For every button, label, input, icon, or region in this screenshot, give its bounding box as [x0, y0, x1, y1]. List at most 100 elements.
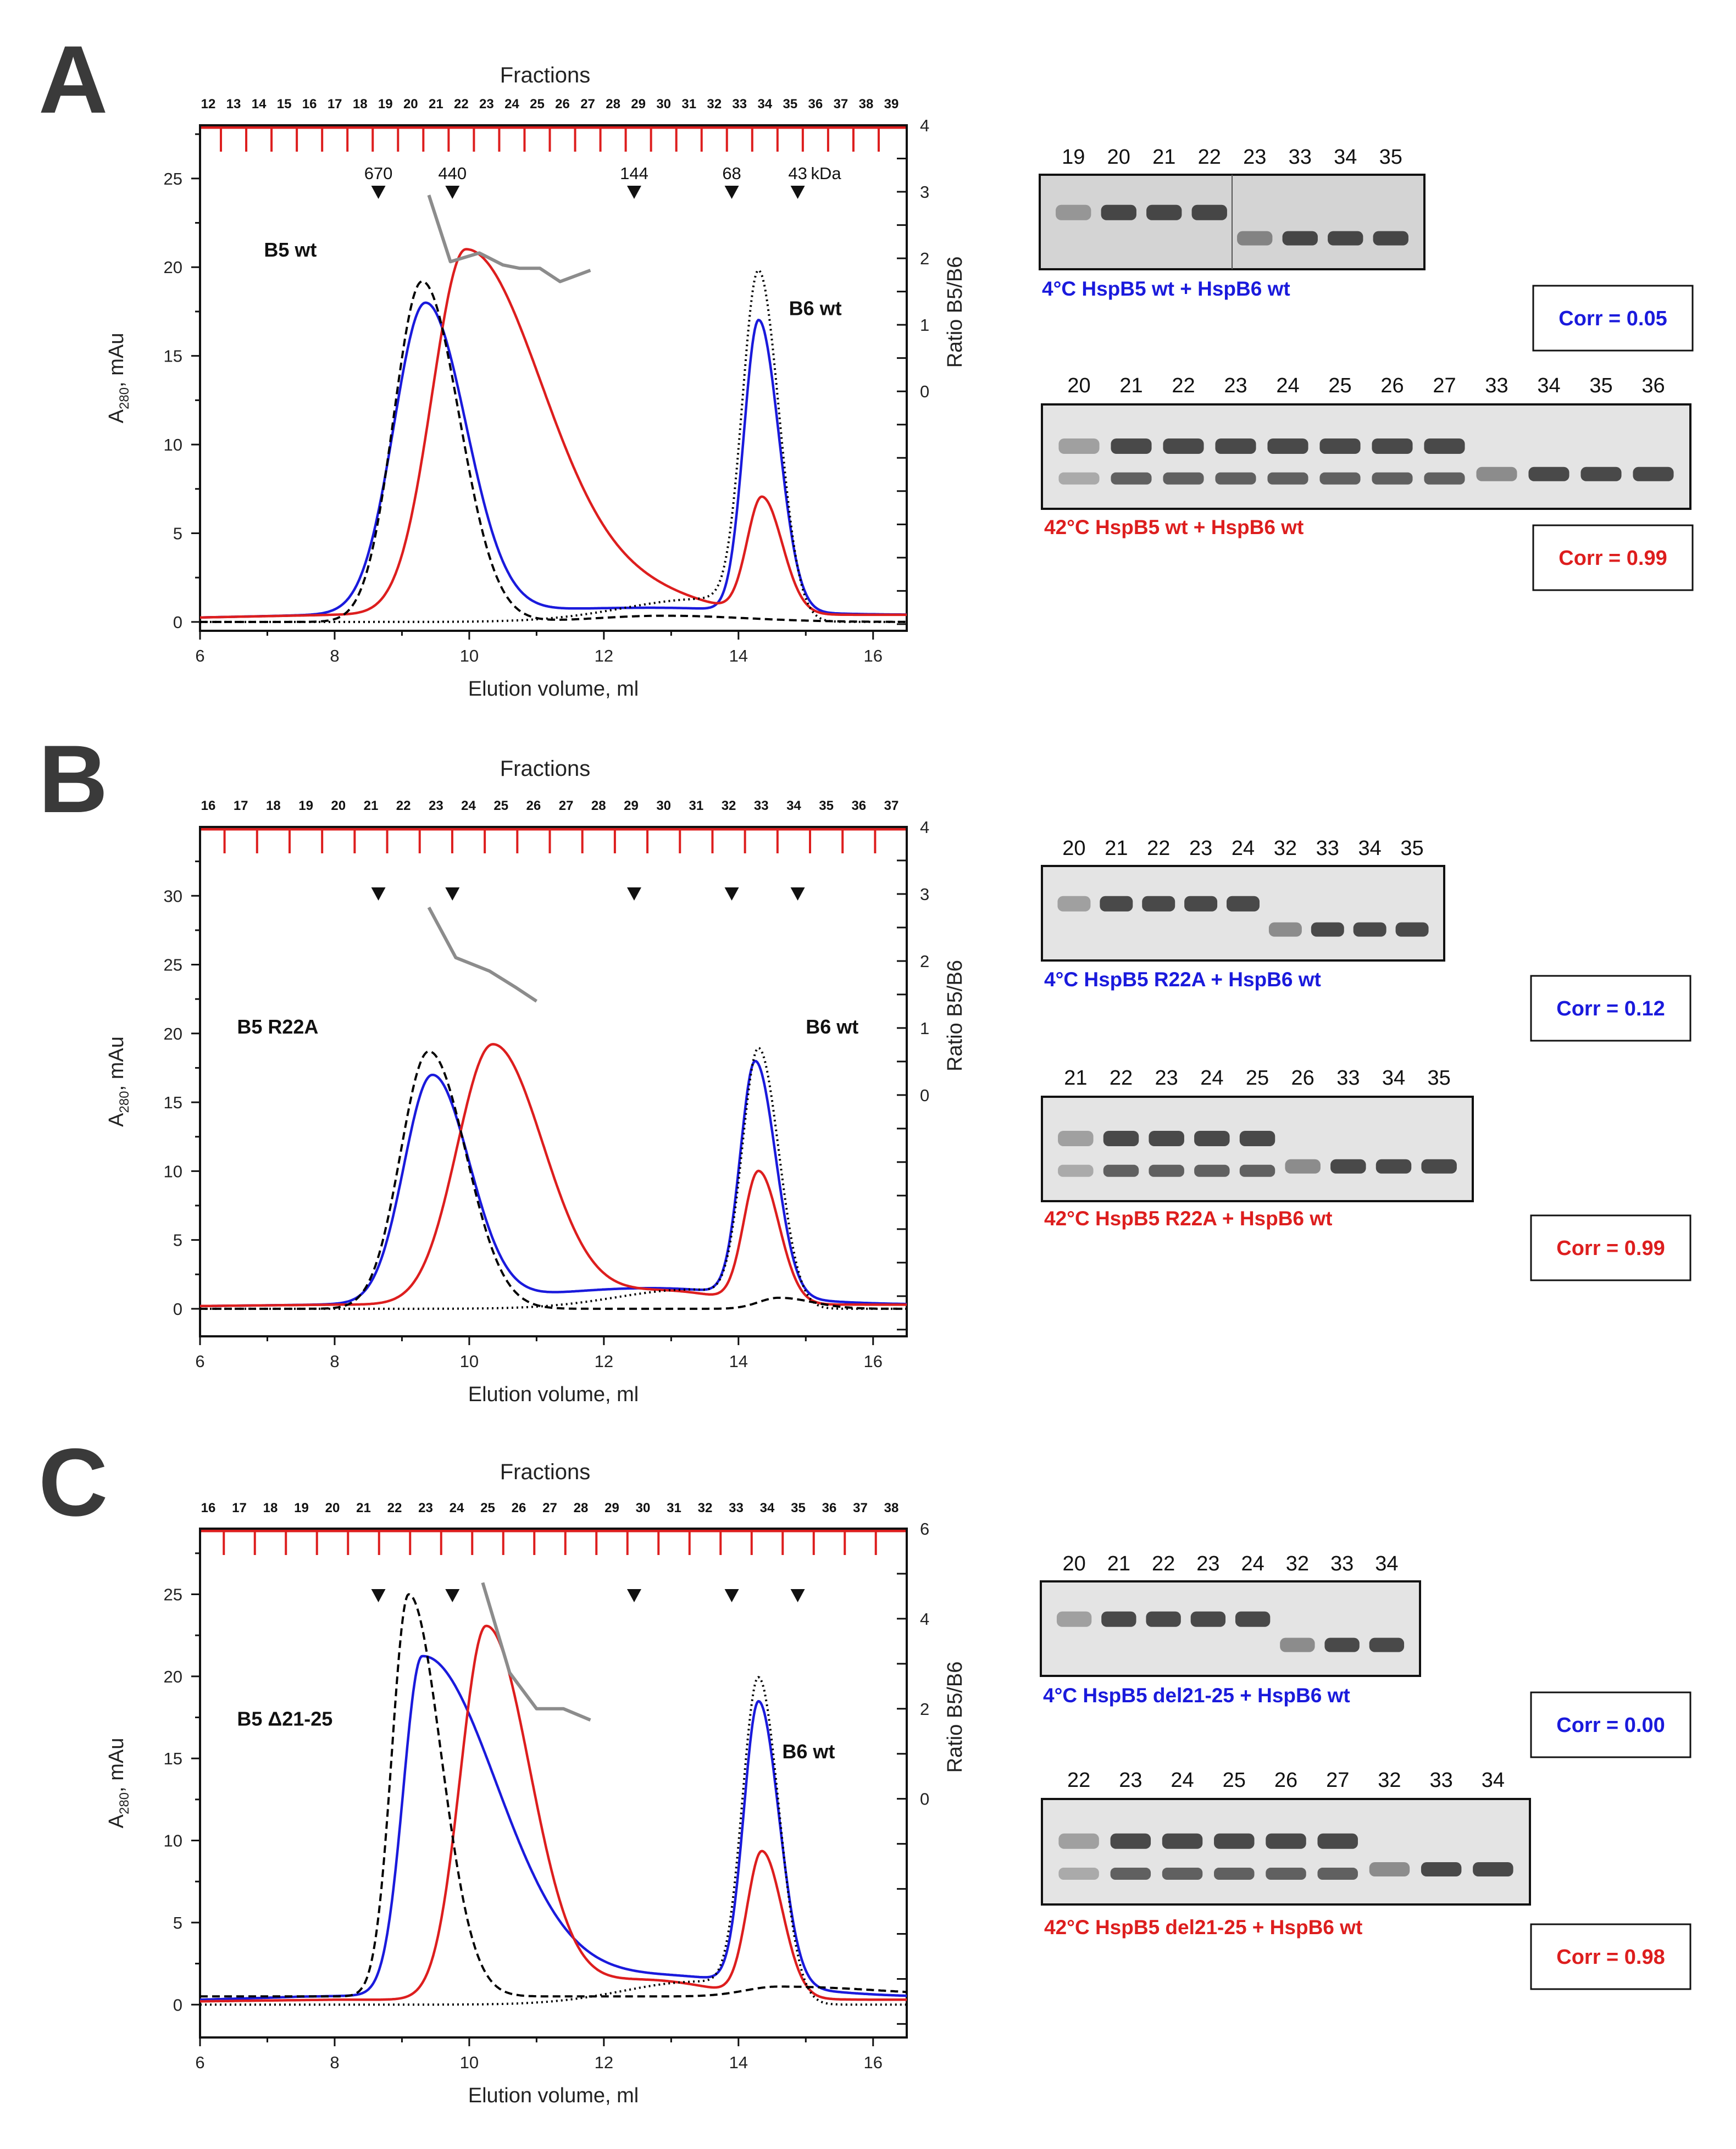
- x-tick-label: 14: [729, 646, 748, 665]
- gel-lane-number: 32: [1378, 1769, 1401, 1792]
- mw-marker-label: 43: [788, 164, 807, 183]
- gel-lane-number: 25: [1223, 1769, 1246, 1792]
- gel-image: [1041, 403, 1691, 510]
- fraction-number: 26: [555, 97, 570, 112]
- y-axis-title: A280, mAu: [105, 1738, 132, 1829]
- panel-letter: B: [38, 726, 108, 833]
- y-tick-label: 10: [164, 435, 182, 454]
- gel-band: [1057, 896, 1091, 912]
- fraction-number: 17: [232, 1501, 247, 1515]
- mw-marker-triangle: [790, 887, 805, 901]
- y2-tick-label: 1: [920, 315, 929, 335]
- gel-b-1: 20 21 22 23 24 32 33 34 35 4°C HspB5 R22A + HspB6…: [1041, 837, 1691, 1042]
- mw-unit: kDa: [811, 164, 841, 183]
- gel-lane-number: 23: [1196, 1552, 1219, 1575]
- fraction-number: 12: [201, 97, 216, 112]
- mw-marker-triangle: [626, 186, 641, 199]
- gel-lane-number: 34: [1537, 374, 1560, 397]
- gel-band: [1633, 467, 1674, 481]
- x-tick-label: 14: [729, 2053, 748, 2072]
- gel-band: [1319, 438, 1361, 454]
- corr-box: [1530, 1923, 1691, 1990]
- gel-lane-number: 32: [1274, 837, 1297, 860]
- gel-lane-number: 20: [1062, 1552, 1085, 1575]
- x-axis-title: Elution volume, ml: [468, 2084, 639, 2107]
- series-4c-mixture: [199, 301, 907, 619]
- gel-band: [1163, 438, 1204, 454]
- gel-caption: 4°C HspB5 del21-25 + HspB6 wt: [1043, 1684, 1350, 1707]
- ratio-line: [481, 1582, 591, 1722]
- fraction-number: 17: [328, 97, 342, 112]
- y2-tick-label: 6: [920, 1519, 929, 1539]
- fraction-number: 23: [429, 798, 443, 813]
- gel-lane-number: 23: [1119, 1769, 1142, 1792]
- gel-lane-number: 27: [1326, 1769, 1349, 1792]
- gel-band: [1058, 1164, 1094, 1177]
- fraction-number: 29: [631, 97, 646, 112]
- y2-axis-title: Ratio B5/B6: [944, 960, 967, 1071]
- gel-band: [1424, 472, 1465, 485]
- fraction-number: 16: [201, 1501, 216, 1515]
- y2-tick-label: 2: [920, 249, 929, 268]
- gel-lane-number: 22: [1147, 837, 1170, 860]
- gel-band: [1267, 472, 1308, 485]
- gel-lane-number: 22: [1172, 374, 1195, 397]
- gel-lane-number: 26: [1380, 374, 1404, 397]
- fraction-number: 39: [884, 97, 899, 112]
- fraction-number: 24: [461, 798, 476, 813]
- mw-marker-triangle: [724, 1589, 739, 1602]
- gel-caption: 4°C HspB5 R22A + HspB6 wt: [1044, 968, 1321, 991]
- peak-label-left: B5 wt: [264, 238, 317, 261]
- series-42c-mixture: [199, 1043, 907, 1308]
- gel-band: [1162, 1833, 1203, 1849]
- fraction-number: 19: [378, 97, 393, 112]
- gel-a-1: 19 20 21 22 23 33 34 35 4°C HspB5 wt + HspB6 wt C…: [1039, 146, 1694, 352]
- gel-band: [1215, 438, 1256, 454]
- y-tick-label: 15: [164, 1093, 182, 1112]
- fraction-number: 18: [266, 798, 281, 813]
- y-axis-title: A280, mAu: [105, 1036, 132, 1127]
- gel-lane-number: 21: [1152, 146, 1175, 169]
- fraction-number: 24: [450, 1501, 464, 1515]
- gel-band: [1194, 1164, 1230, 1177]
- gel-band: [1421, 1862, 1462, 1877]
- x-tick-label: 14: [729, 1352, 748, 1371]
- gel-band: [1266, 1833, 1306, 1849]
- fraction-number: 37: [884, 798, 899, 813]
- corr-box: [1532, 524, 1694, 591]
- peak-label-right: B6 wt: [806, 1015, 858, 1038]
- gel-lane-number: 34: [1375, 1552, 1398, 1575]
- gel-band: [1163, 472, 1204, 485]
- gel-band: [1235, 1611, 1271, 1627]
- gel-lane-number: 23: [1189, 837, 1212, 860]
- mw-marker-triangle: [790, 1589, 805, 1602]
- gel-band: [1239, 1164, 1275, 1177]
- gel-lane-number: 22: [1152, 1552, 1175, 1575]
- x-tick-label: 10: [460, 1352, 479, 1371]
- gel-band: [1476, 467, 1517, 481]
- gel-lane-number: 33: [1289, 146, 1312, 169]
- gel-image: [1041, 1096, 1474, 1202]
- mw-marker-triangle: [724, 887, 739, 901]
- y-tick-label: 5: [173, 524, 182, 543]
- fraction-number: 29: [604, 1501, 619, 1515]
- series-hspb6-alone: [200, 269, 907, 623]
- mw-marker-triangle: [626, 887, 641, 901]
- series-42c-mixture: [199, 1624, 907, 2003]
- fraction-number: 26: [526, 798, 541, 813]
- fraction-number: 37: [853, 1501, 868, 1515]
- series-4c-mixture: [199, 1059, 907, 1308]
- gel-band: [1111, 438, 1152, 454]
- mw-marker-triangle: [371, 1589, 386, 1602]
- fraction-number: 20: [331, 798, 346, 813]
- gel-band: [1110, 1868, 1151, 1880]
- fraction-number: 19: [298, 798, 313, 813]
- gel-caption: 42°C HspB5 wt + HspB6 wt: [1044, 516, 1304, 538]
- y-tick-label: 20: [164, 1024, 182, 1043]
- y2-axis-title: Ratio B5/B6: [944, 257, 967, 368]
- y2-tick-label: 4: [920, 1609, 929, 1629]
- gel-band: [1328, 231, 1363, 246]
- fraction-number: 20: [325, 1501, 340, 1515]
- gel-band: [1266, 1868, 1306, 1880]
